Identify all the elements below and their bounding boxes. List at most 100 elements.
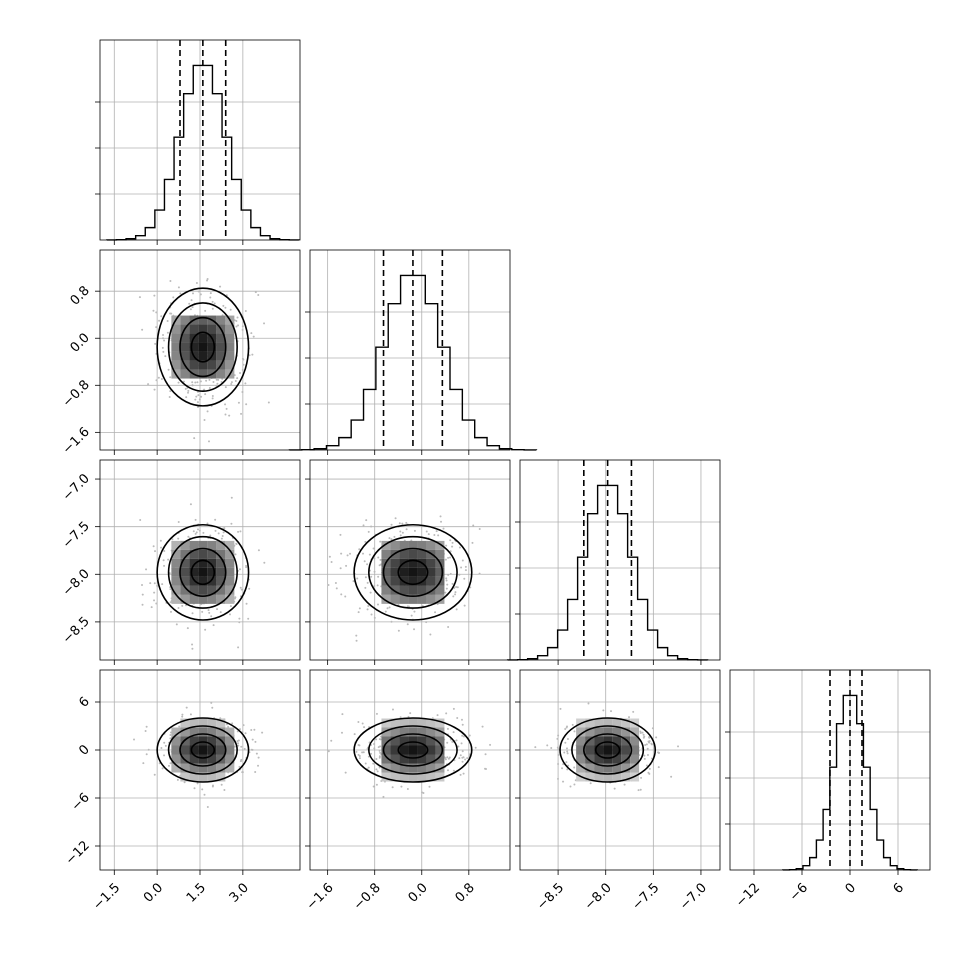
- density-cell: [399, 594, 409, 604]
- scatter-point: [642, 736, 645, 739]
- density-panel: [95, 669, 301, 875]
- scatter-point: [166, 331, 169, 334]
- density-cell: [390, 540, 400, 550]
- scatter-point: [397, 603, 400, 606]
- scatter-point: [406, 605, 409, 608]
- scatter-point: [147, 748, 150, 751]
- scatter-point: [239, 568, 242, 571]
- density-cell: [180, 772, 190, 782]
- density-cell: [585, 718, 595, 728]
- scatter-point: [394, 517, 397, 520]
- density-cell: [207, 567, 217, 577]
- scatter-point: [375, 758, 378, 761]
- scatter-point: [240, 412, 243, 415]
- x-tick-label: −0.8: [351, 880, 384, 913]
- density-cell: [585, 754, 595, 764]
- scatter-point: [213, 302, 216, 305]
- density-cell: [576, 763, 586, 773]
- scatter-point: [369, 591, 372, 594]
- scatter-point: [263, 322, 266, 325]
- scatter-point: [223, 789, 226, 792]
- scatter-point: [145, 725, 148, 728]
- scatter-point: [410, 614, 413, 617]
- scatter-point: [413, 610, 416, 613]
- density-cell: [216, 540, 226, 550]
- density-cell: [594, 736, 604, 746]
- scatter-point: [373, 743, 376, 746]
- density-cell: [417, 754, 427, 764]
- scatter-point: [646, 747, 649, 750]
- scatter-point: [162, 559, 165, 562]
- density-cell: [180, 540, 190, 550]
- density-cell: [207, 594, 217, 604]
- scatter-point: [187, 391, 190, 394]
- scatter-point: [364, 762, 367, 765]
- scatter-point: [236, 316, 239, 319]
- density-cell: [417, 745, 427, 755]
- scatter-point: [267, 401, 270, 404]
- scatter-point: [228, 414, 231, 417]
- scatter-point: [427, 533, 430, 536]
- scatter-point: [237, 324, 240, 327]
- scatter-point: [196, 782, 199, 785]
- scatter-point: [566, 768, 569, 771]
- y-tick-label: −0.8: [60, 378, 93, 411]
- scatter-point: [567, 764, 570, 767]
- density-cell: [426, 727, 436, 737]
- density-cell: [435, 567, 445, 577]
- density-cell: [225, 576, 235, 586]
- density-cell: [198, 567, 208, 577]
- scatter-point: [464, 758, 467, 761]
- scatter-point: [163, 741, 166, 744]
- scatter-point: [167, 764, 170, 767]
- scatter-point: [161, 583, 164, 586]
- density-cell: [621, 718, 631, 728]
- contour-line: [353, 523, 473, 621]
- scatter-point: [169, 376, 172, 379]
- scatter-point: [152, 309, 155, 312]
- density-cell: [399, 549, 409, 559]
- density-cell: [180, 549, 190, 559]
- density-cell: [435, 585, 445, 595]
- y-tick-label: −8.5: [60, 614, 93, 647]
- density-cell: [381, 567, 391, 577]
- density-cell: [216, 718, 226, 728]
- y-tick-label: −12: [63, 838, 93, 868]
- scatter-point: [571, 723, 574, 726]
- scatter-point: [339, 533, 342, 536]
- scatter-point: [440, 520, 443, 523]
- scatter-point: [171, 538, 174, 541]
- density-cell: [408, 727, 418, 737]
- density-cell: [594, 772, 604, 782]
- scatter-point: [677, 745, 680, 748]
- scatter-point: [327, 750, 330, 753]
- y-tick-label: 6: [76, 694, 92, 710]
- scatter-point: [373, 570, 376, 573]
- density-cell: [576, 727, 586, 737]
- density-cell: [180, 576, 190, 586]
- density-cell: [180, 351, 190, 361]
- scatter-point: [189, 308, 192, 311]
- contour-line: [190, 741, 216, 759]
- density-cell: [171, 754, 181, 764]
- y-tick-label: −7.5: [60, 519, 93, 552]
- density-cell: [435, 772, 445, 782]
- scatter-point: [460, 566, 463, 569]
- density-cell: [207, 736, 217, 746]
- scatter-point: [379, 751, 382, 754]
- scatter-point: [339, 567, 342, 570]
- scatter-point: [243, 747, 246, 750]
- scatter-point: [206, 806, 209, 809]
- contour-line: [368, 535, 458, 609]
- scatter-point: [220, 381, 223, 384]
- x-tick-label: −6: [787, 880, 811, 904]
- scatter-point: [391, 708, 394, 711]
- density-cell: [189, 324, 199, 334]
- density-cell: [612, 736, 622, 746]
- scatter-point: [233, 745, 236, 748]
- density-cell: [435, 718, 445, 728]
- scatter-point: [648, 741, 651, 744]
- density-cell: [198, 549, 208, 559]
- density-cell: [225, 736, 235, 746]
- density-cell: [390, 727, 400, 737]
